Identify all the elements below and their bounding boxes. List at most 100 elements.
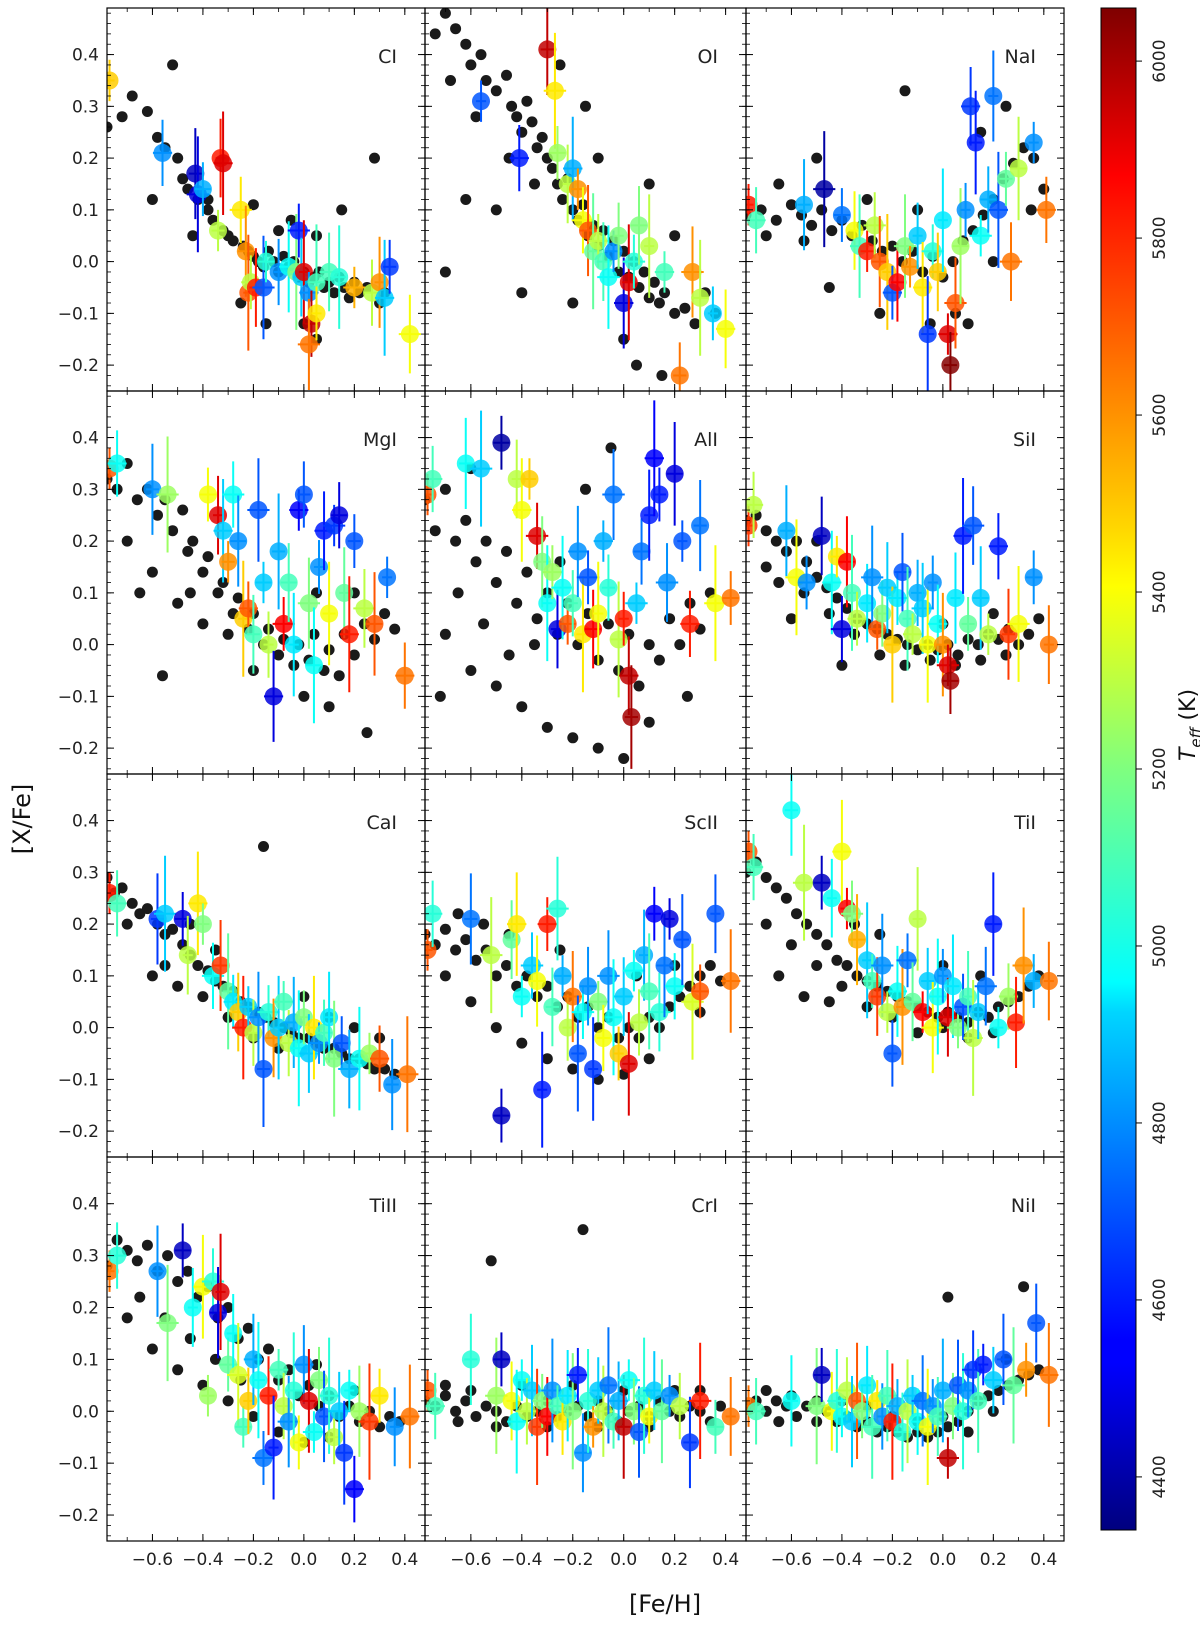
sample-star-point (461, 1350, 480, 1369)
sample-star-point (994, 1350, 1013, 1369)
sample-star-point (360, 1412, 379, 1431)
sample-star (173, 892, 192, 946)
sample-star-point (211, 956, 230, 975)
sample-star (472, 80, 490, 122)
field-star-point (450, 535, 462, 547)
sample-star-point (231, 200, 250, 219)
sample-star (988, 513, 1008, 580)
sample-star (609, 202, 628, 269)
field-star-point (715, 1400, 726, 1412)
y-tick-label: 0.4 (72, 812, 99, 832)
field-star-point (511, 111, 523, 123)
sample-star (584, 1017, 603, 1121)
sample-star-point (426, 1397, 445, 1416)
sample-star-point (375, 288, 394, 307)
field-star-point (131, 1255, 143, 1267)
sample-star (211, 1233, 230, 1351)
field-star-point (656, 370, 668, 381)
sample-star (546, 856, 569, 961)
sample-star-point (294, 485, 313, 504)
colorbar-tick-label: 4400 (1150, 1455, 1170, 1498)
field-star-point (643, 178, 655, 190)
sample-star-point (558, 1386, 577, 1405)
sample-star-point (398, 1065, 417, 1084)
field-star-point (162, 1250, 174, 1262)
sample-star (492, 415, 511, 470)
plot-area (425, 1224, 740, 1493)
field-star-point (197, 618, 209, 630)
field-star-point (580, 483, 591, 495)
sample-star (358, 1363, 381, 1480)
sample-star-point (858, 594, 877, 613)
colorbar-label-sub: eff (1187, 725, 1200, 747)
sample-star-point (584, 1060, 603, 1078)
sample-star-point (984, 1371, 1003, 1390)
y-tick-label: 0.2 (72, 1298, 99, 1318)
sample-star-point (234, 1417, 253, 1436)
sample-star (848, 1342, 866, 1460)
sample-star-point (640, 506, 659, 525)
field-star-point (526, 116, 538, 128)
sample-star (1027, 1283, 1046, 1363)
field-star-point (439, 970, 451, 982)
field-star-point (631, 359, 642, 371)
sample-star (330, 482, 349, 549)
field-star-point (689, 318, 701, 330)
sample-star-point (888, 589, 907, 607)
field-star-point (470, 1411, 482, 1422)
sample-star (284, 1332, 303, 1449)
sample-star (353, 569, 376, 648)
sample-star (832, 799, 852, 904)
field-star-point (773, 1416, 785, 1428)
field-star-point (152, 131, 163, 143)
sample-star-point (330, 1402, 349, 1421)
y-tick-label: 0.3 (72, 863, 99, 883)
sample-star-point (650, 485, 669, 504)
sample-star-point (1039, 635, 1058, 654)
colorbar-gradient (1100, 7, 1137, 1531)
sample-star-point (502, 930, 521, 949)
sample-star (330, 225, 349, 329)
sample-star-point (472, 92, 490, 111)
sample-star-point (548, 143, 567, 162)
sample-star (901, 246, 919, 288)
sample-star-point (956, 200, 975, 219)
sample-star-point (294, 1355, 313, 1374)
sample-star-point (568, 1365, 587, 1384)
y-tick-label: 0.4 (72, 46, 99, 66)
sample-star (650, 467, 669, 522)
sample-star (908, 867, 927, 971)
field-star-point (172, 597, 184, 609)
sample-star-point (178, 946, 197, 965)
sample-star (706, 1399, 725, 1454)
sample-star (274, 981, 294, 1023)
sample-star (378, 556, 397, 599)
sample-star-point (614, 609, 633, 628)
colorbar-label-main: T (1176, 746, 1200, 761)
sample-star (332, 1016, 351, 1071)
sample-star (681, 1396, 699, 1489)
sample-star (746, 471, 764, 538)
sample-star (320, 561, 339, 666)
sample-star-point (244, 625, 263, 644)
field-star-point (501, 545, 512, 557)
sample-star-point (1014, 956, 1033, 975)
field-star-point (439, 1390, 451, 1402)
sample-star-point (330, 506, 349, 525)
sample-star-point (340, 1381, 359, 1400)
sample-star-point (777, 521, 796, 540)
sample-star (188, 851, 208, 956)
sample-star-point (558, 614, 577, 633)
sample-star-point (619, 1054, 638, 1073)
field-star-point (546, 162, 558, 174)
sample-star-point (400, 1407, 419, 1426)
sample-star-point (918, 325, 937, 344)
sample-star-point (938, 1449, 957, 1467)
y-tick-label: 0.2 (72, 149, 99, 169)
sample-star-point (1002, 252, 1020, 271)
sample-star-point (893, 563, 912, 582)
sample-star (107, 430, 127, 497)
sample-star (858, 230, 877, 272)
sample-star-point (289, 501, 308, 519)
